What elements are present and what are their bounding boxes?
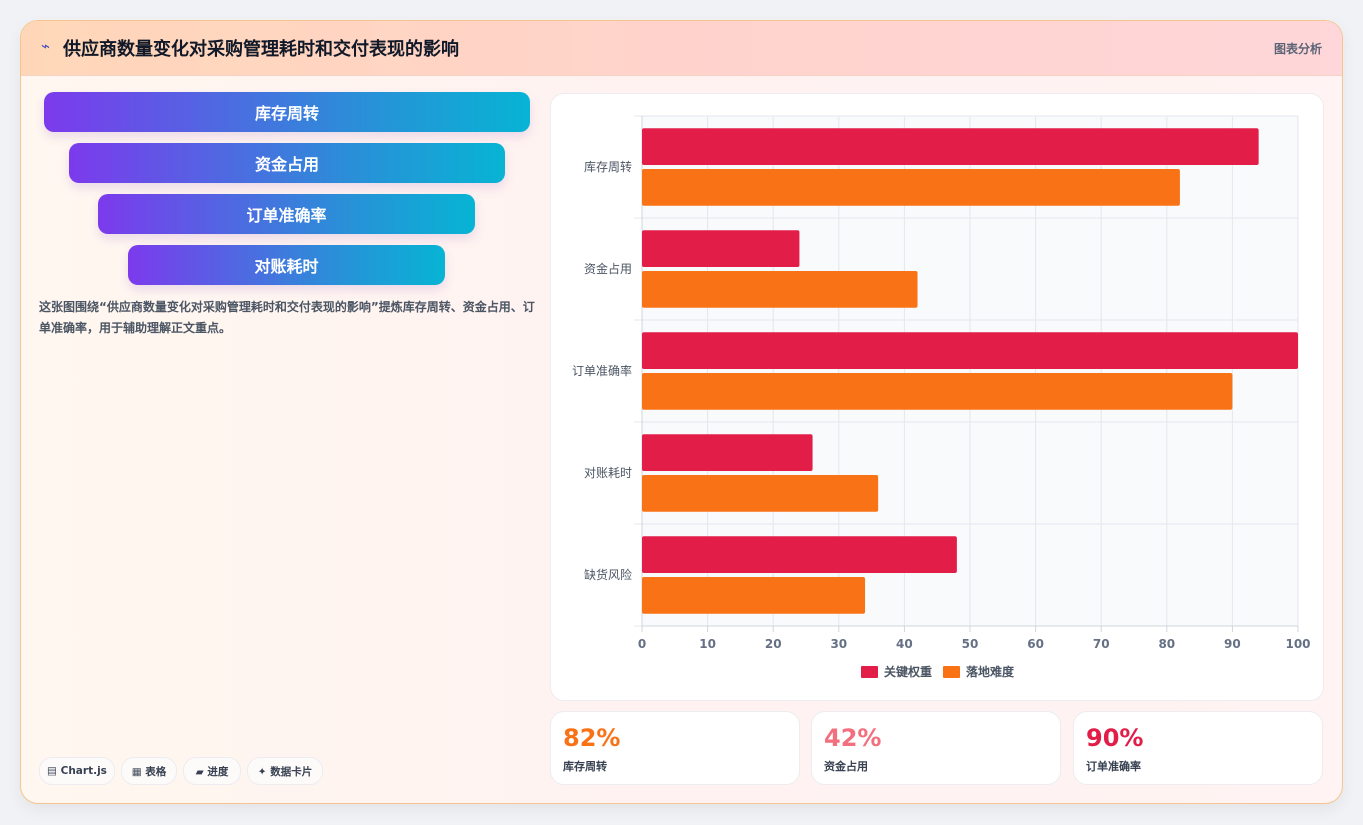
- chip-data-cards[interactable]: ✦ 数据卡片: [247, 757, 323, 785]
- bar-difficulty: [642, 577, 866, 614]
- funnel-step-reconciliation[interactable]: 对账耗时: [128, 245, 445, 285]
- x-tick-label: 70: [1093, 637, 1110, 651]
- kpi-label: 资金占用: [824, 760, 868, 773]
- kpi-label: 订单准确率: [1086, 760, 1141, 773]
- page-title: 供应商数量变化对采购管理耗时和交付表现的影响: [63, 39, 459, 60]
- main-card: ⌁ 供应商数量变化对采购管理耗时和交付表现的影响 图表分析 库存周转 资金占用 …: [20, 20, 1343, 804]
- legend-label: 落地难度: [966, 664, 1015, 679]
- chip-chartjs[interactable]: ▤ Chart.js: [39, 757, 115, 785]
- kpi-value: 82%: [563, 724, 621, 752]
- x-tick-label: 40: [896, 637, 913, 651]
- chart-line-icon: ⌁: [41, 37, 51, 55]
- legend-label: 关键权重: [884, 664, 932, 679]
- x-tick-label: 10: [699, 637, 716, 651]
- bar-difficulty: [642, 475, 879, 512]
- x-tick-label: 0: [638, 637, 646, 651]
- x-tick-label: 60: [1027, 637, 1044, 651]
- bar-key-weight: [642, 230, 800, 267]
- chip-table[interactable]: ▦ 表格: [121, 757, 177, 785]
- bar-key-weight: [642, 434, 813, 471]
- bar-key-weight: [642, 332, 1298, 369]
- legend-swatch: [943, 666, 960, 678]
- bar-difficulty: [642, 373, 1233, 410]
- chart-panel: 0 10 20 30 40 50 60 70 80 90 100 库存周转资金占用订单准确率对账耗时缺…: [550, 93, 1324, 701]
- x-tick-label: 30: [830, 637, 847, 651]
- kpi-value: 42%: [824, 724, 882, 752]
- x-tick-label: 20: [765, 637, 782, 651]
- kpi-card-accuracy: 90% 订单准确率: [1073, 711, 1323, 785]
- chart-description: 这张图围绕“供应商数量变化对采购管理耗时和交付表现的影响”提炼库存周转、资金占用…: [39, 300, 535, 335]
- funnel-step-capital[interactable]: 资金占用: [69, 143, 505, 183]
- kpi-card-inventory: 82% 库存周转: [550, 711, 800, 785]
- y-category-label: 对账耗时: [584, 466, 632, 480]
- x-tick-label: 90: [1224, 637, 1241, 651]
- kpi-card-capital: 42% 资金占用: [811, 711, 1061, 785]
- funnel-step-inventory[interactable]: 库存周转: [44, 92, 530, 132]
- x-tick-label: 80: [1158, 637, 1175, 651]
- y-category-label: 库存周转: [584, 159, 632, 174]
- card-header: ⌁ 供应商数量变化对采购管理耗时和交付表现的影响 图表分析: [21, 21, 1342, 76]
- bar-difficulty: [642, 169, 1180, 206]
- bar-key-weight: [642, 536, 957, 573]
- bar-chart: 0 10 20 30 40 50 60 70 80 90 100 库存周转资金占用订单准确率对账耗时缺…: [572, 115, 1311, 679]
- y-category-label: 资金占用: [584, 261, 632, 276]
- funnel-step-accuracy[interactable]: 订单准确率: [98, 194, 475, 234]
- x-tick-label: 50: [962, 637, 979, 651]
- y-category-label: 缺货风险: [584, 567, 632, 582]
- kpi-label: 库存周转: [563, 760, 607, 773]
- analysis-tag[interactable]: 图表分析: [1273, 42, 1322, 56]
- bar-key-weight: [642, 128, 1259, 165]
- x-tick-label: 100: [1285, 637, 1310, 651]
- bar-difficulty: [642, 271, 918, 308]
- y-category-label: 订单准确率: [572, 363, 632, 378]
- chip-progress[interactable]: ▰ 进度: [183, 757, 241, 785]
- legend-swatch: [861, 666, 878, 678]
- kpi-value: 90%: [1086, 724, 1144, 752]
